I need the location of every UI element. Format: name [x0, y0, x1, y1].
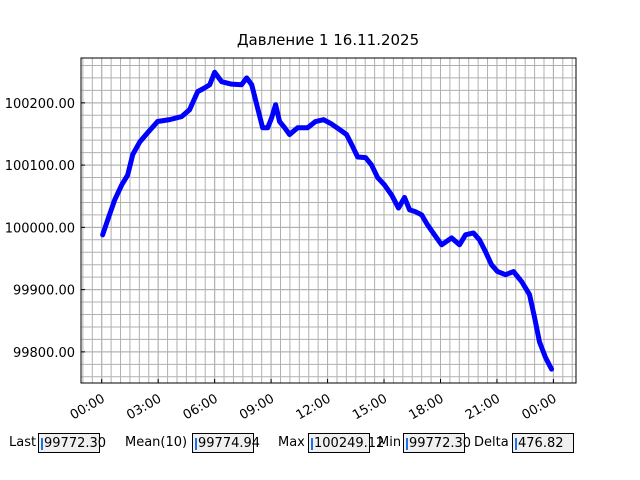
y-tick-label: 99800.00	[13, 346, 75, 361]
x-tick-label: 12:00	[294, 391, 334, 423]
stat-label: Min	[378, 435, 402, 450]
x-tick-label: 06:00	[181, 391, 221, 423]
y-tick-label: 100000.00	[5, 221, 75, 236]
stat-value: 100249.12	[308, 433, 384, 453]
y-tick-label: 100200.00	[5, 97, 75, 112]
plot-frame	[80, 57, 577, 384]
x-tick-label: 00:00	[68, 391, 108, 423]
stat-label: Mean(10)	[125, 435, 188, 450]
stat-value: 476.82	[512, 433, 574, 453]
y-tick-label: 100100.00	[5, 159, 75, 174]
x-tick-label: 09:00	[237, 391, 277, 423]
stat-value: 99772.30	[403, 433, 471, 453]
stat-label: Delta	[474, 435, 509, 450]
data-line	[100, 69, 555, 372]
x-tick-label: 21:00	[463, 391, 503, 423]
stat-label: Max	[278, 435, 305, 450]
y-tick-label: 99900.00	[13, 284, 75, 299]
x-tick-label: 03:00	[124, 391, 164, 423]
x-tick-label: 18:00	[407, 391, 447, 423]
x-tick-label: 15:00	[350, 391, 390, 423]
stat-value: 99774.94	[192, 433, 260, 453]
chart-title: Давление 1 16.11.2025	[237, 31, 419, 49]
x-tick-label: 00:00	[519, 391, 559, 423]
stat-label: Last	[9, 435, 37, 450]
chart: Давление 1 16.11.2025 99800.00 99900.00 10…	[5, 31, 577, 423]
stat-value: 99772.30	[38, 433, 106, 453]
